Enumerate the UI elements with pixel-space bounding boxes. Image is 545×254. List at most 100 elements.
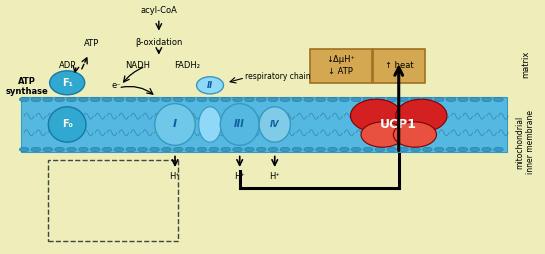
- Circle shape: [138, 147, 148, 152]
- Text: H⁺: H⁺: [169, 172, 180, 181]
- Circle shape: [387, 147, 397, 152]
- Circle shape: [150, 97, 159, 102]
- Circle shape: [280, 97, 290, 102]
- Circle shape: [458, 147, 468, 152]
- Circle shape: [114, 97, 124, 102]
- Ellipse shape: [393, 122, 437, 147]
- Circle shape: [245, 147, 255, 152]
- Circle shape: [221, 147, 231, 152]
- Circle shape: [375, 147, 385, 152]
- Circle shape: [494, 97, 504, 102]
- Ellipse shape: [259, 107, 290, 142]
- Circle shape: [102, 97, 112, 102]
- Text: acyl-CoA: acyl-CoA: [141, 6, 177, 15]
- Text: ATP
synthase: ATP synthase: [5, 77, 48, 96]
- Circle shape: [185, 147, 195, 152]
- Circle shape: [316, 97, 325, 102]
- Circle shape: [197, 97, 207, 102]
- Ellipse shape: [50, 71, 84, 95]
- Circle shape: [328, 147, 337, 152]
- Text: II: II: [207, 81, 213, 90]
- Circle shape: [304, 97, 313, 102]
- Circle shape: [31, 97, 41, 102]
- Ellipse shape: [361, 122, 404, 147]
- Ellipse shape: [197, 77, 223, 94]
- Circle shape: [458, 97, 468, 102]
- Text: ATP: ATP: [84, 39, 99, 48]
- Circle shape: [446, 147, 456, 152]
- Circle shape: [233, 97, 243, 102]
- Circle shape: [126, 147, 136, 152]
- Circle shape: [256, 97, 266, 102]
- Text: respiratory chain: respiratory chain: [245, 72, 311, 81]
- Circle shape: [470, 147, 480, 152]
- Circle shape: [114, 147, 124, 152]
- Text: IV: IV: [270, 120, 280, 129]
- Circle shape: [19, 147, 29, 152]
- Circle shape: [90, 147, 100, 152]
- Circle shape: [138, 97, 148, 102]
- Circle shape: [197, 147, 207, 152]
- Circle shape: [66, 97, 76, 102]
- Ellipse shape: [199, 107, 221, 142]
- Circle shape: [434, 97, 444, 102]
- Circle shape: [482, 147, 492, 152]
- Circle shape: [422, 97, 432, 102]
- Circle shape: [173, 97, 183, 102]
- Text: ↑ heat: ↑ heat: [385, 61, 413, 70]
- Ellipse shape: [350, 99, 402, 132]
- Circle shape: [161, 97, 171, 102]
- Circle shape: [161, 147, 171, 152]
- Circle shape: [55, 147, 64, 152]
- Circle shape: [173, 147, 183, 152]
- Text: III: III: [234, 119, 245, 130]
- Circle shape: [19, 97, 29, 102]
- Text: e⁻: e⁻: [112, 81, 122, 90]
- Circle shape: [78, 97, 88, 102]
- Circle shape: [90, 97, 100, 102]
- Circle shape: [363, 147, 373, 152]
- Circle shape: [209, 147, 219, 152]
- Text: H⁺: H⁺: [269, 172, 280, 181]
- Circle shape: [422, 147, 432, 152]
- Circle shape: [494, 147, 504, 152]
- Circle shape: [292, 97, 302, 102]
- Circle shape: [434, 147, 444, 152]
- Circle shape: [328, 97, 337, 102]
- Circle shape: [66, 147, 76, 152]
- Circle shape: [410, 97, 420, 102]
- FancyBboxPatch shape: [310, 49, 372, 83]
- Circle shape: [352, 147, 361, 152]
- Text: F₁: F₁: [62, 78, 72, 88]
- Circle shape: [387, 97, 397, 102]
- Circle shape: [55, 97, 64, 102]
- Circle shape: [292, 147, 302, 152]
- Circle shape: [221, 97, 231, 102]
- Circle shape: [126, 97, 136, 102]
- Circle shape: [256, 147, 266, 152]
- Text: β-oxidation: β-oxidation: [135, 38, 183, 47]
- Circle shape: [102, 147, 112, 152]
- Circle shape: [185, 97, 195, 102]
- Circle shape: [209, 97, 219, 102]
- Circle shape: [316, 147, 325, 152]
- Circle shape: [268, 147, 278, 152]
- Text: ADP: ADP: [58, 61, 76, 70]
- Text: I: I: [173, 119, 177, 130]
- Text: mitochondrial
inner membrane: mitochondrial inner membrane: [516, 110, 535, 174]
- Circle shape: [482, 97, 492, 102]
- Text: H⁺: H⁺: [234, 172, 245, 181]
- Circle shape: [410, 147, 420, 152]
- Circle shape: [150, 147, 159, 152]
- Text: UCP1: UCP1: [380, 118, 417, 131]
- Text: NADH: NADH: [125, 61, 150, 70]
- Circle shape: [43, 97, 53, 102]
- Circle shape: [233, 147, 243, 152]
- Ellipse shape: [49, 107, 86, 142]
- Circle shape: [399, 97, 408, 102]
- Ellipse shape: [155, 104, 195, 145]
- Circle shape: [43, 147, 53, 152]
- Circle shape: [340, 97, 349, 102]
- Ellipse shape: [220, 104, 259, 145]
- Text: FADH₂: FADH₂: [174, 61, 200, 70]
